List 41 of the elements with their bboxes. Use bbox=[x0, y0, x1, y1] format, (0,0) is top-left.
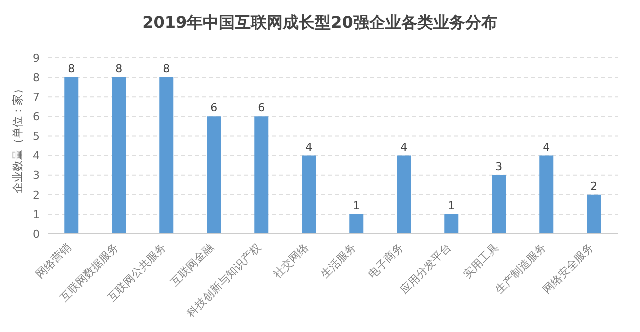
x-tick-label: 实用工具 bbox=[461, 240, 502, 282]
data-label: 4 bbox=[543, 140, 550, 154]
bar bbox=[64, 78, 79, 234]
bar bbox=[350, 214, 364, 234]
y-tick-label: 2 bbox=[33, 188, 40, 202]
y-axis-title: 企业数量（单位：家） bbox=[10, 83, 26, 193]
y-tick-label: 1 bbox=[33, 208, 40, 222]
data-label: 3 bbox=[496, 160, 503, 174]
y-tick-label: 9 bbox=[33, 52, 40, 65]
x-tick-label: 生活服务 bbox=[318, 240, 359, 282]
data-label: 1 bbox=[353, 199, 360, 212]
bar bbox=[397, 156, 412, 234]
data-label: 4 bbox=[400, 140, 408, 154]
bar bbox=[302, 156, 316, 234]
y-tick-label: 3 bbox=[33, 169, 40, 182]
bar bbox=[160, 78, 174, 234]
bar bbox=[112, 78, 126, 234]
bar bbox=[207, 116, 222, 234]
data-label: 8 bbox=[116, 62, 123, 76]
data-label: 8 bbox=[68, 62, 76, 76]
data-label: 6 bbox=[258, 102, 266, 115]
data-label: 8 bbox=[163, 62, 170, 76]
data-label: 2 bbox=[590, 180, 598, 193]
bar bbox=[492, 175, 506, 234]
y-tick-label: 7 bbox=[33, 91, 40, 104]
y-tick-label: 4 bbox=[33, 150, 40, 163]
x-tick-label: 网络营销 bbox=[34, 240, 74, 282]
chart-title: 2019年中国互联网成长型20强企业各类业务分布 bbox=[142, 12, 498, 34]
y-tick-label: 8 bbox=[33, 71, 40, 84]
bar bbox=[587, 194, 602, 234]
y-tick-label: 6 bbox=[33, 110, 40, 124]
data-label: 6 bbox=[210, 102, 218, 115]
y-tick-label: 0 bbox=[33, 228, 40, 241]
data-label: 4 bbox=[306, 140, 313, 154]
y-tick-label: 5 bbox=[33, 130, 40, 144]
x-tick-label: 社交网络 bbox=[271, 240, 312, 282]
bar bbox=[254, 116, 269, 234]
bar bbox=[540, 156, 554, 234]
x-tick-label: 电子商务 bbox=[366, 240, 406, 282]
data-label: 1 bbox=[448, 199, 456, 212]
bar bbox=[444, 214, 459, 234]
